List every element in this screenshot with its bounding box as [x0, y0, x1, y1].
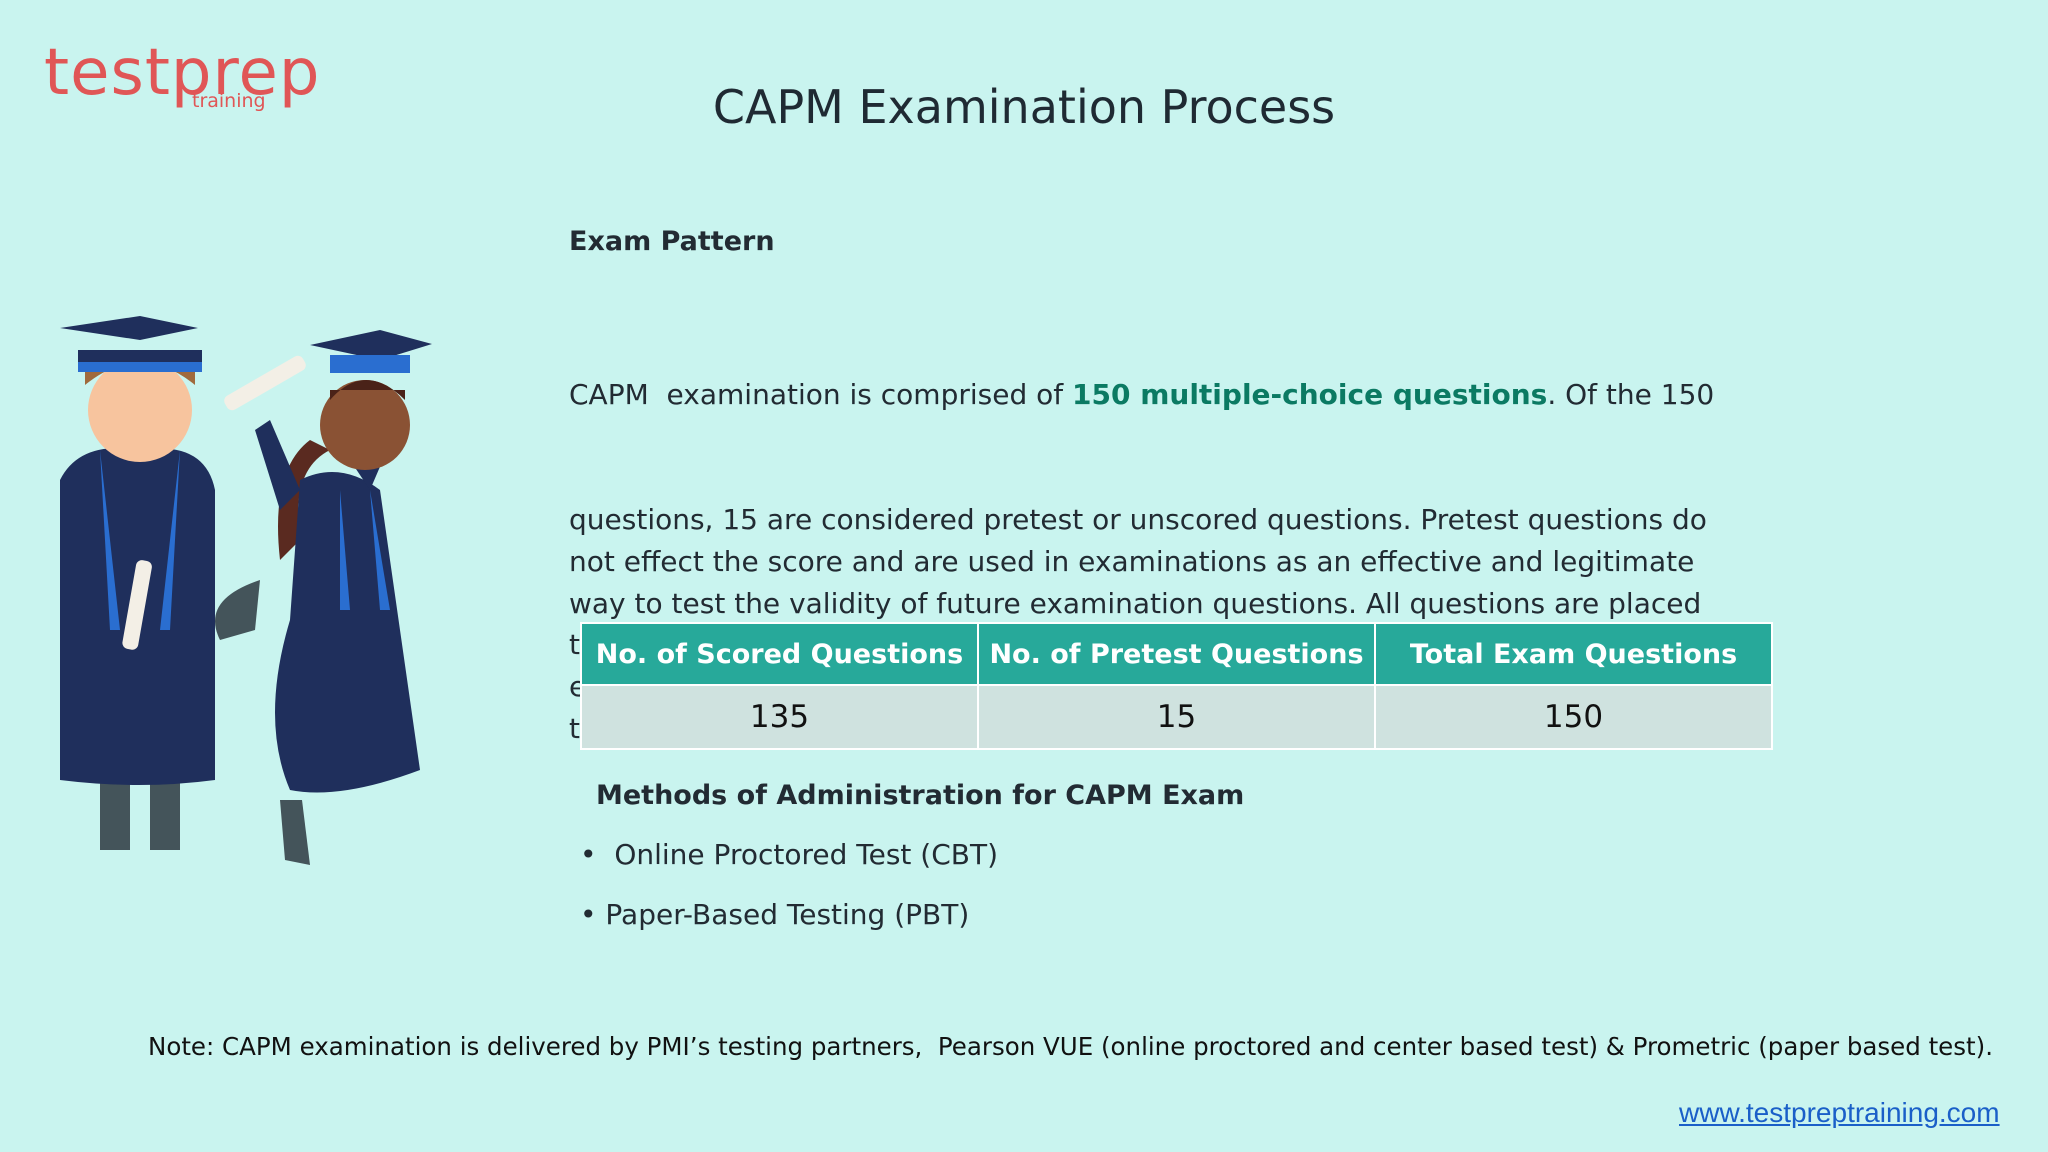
exam-table: No. of Scored Questions No. of Pretest Qu…	[580, 622, 1773, 750]
bullet-text: Online Proctored Test (CBT)	[614, 838, 999, 871]
paragraph-line: not effect the score and are used in exa…	[569, 544, 1695, 578]
note: Note: CAPM examination is delivered by P…	[148, 1032, 1993, 1061]
methods-heading: Methods of Administration for CAPM Exam	[596, 780, 1245, 811]
table-cell: 15	[977, 684, 1376, 750]
graduates-illustration	[60, 316, 432, 865]
header-cell: No. of Pretest Questions	[977, 622, 1376, 686]
bullet-text: Paper-Based Testing (PBT)	[605, 898, 970, 931]
table-cell: 150	[1374, 684, 1773, 750]
paragraph-line: CAPM examination is comprised of 150 mul…	[569, 374, 1714, 416]
table-row: 135 15 150	[580, 684, 1773, 750]
header-cell: No. of Scored Questions	[580, 622, 979, 686]
website-link[interactable]: www.testpreptraining.com	[1679, 1097, 2000, 1128]
table-cell: 135	[580, 684, 979, 750]
section-heading: Exam Pattern	[569, 226, 775, 257]
text: . Of the 150	[1547, 377, 1715, 411]
bullet: • Online Proctored Test (CBT)	[580, 838, 999, 871]
text: CAPM examination is comprised of	[569, 377, 1073, 411]
title: CAPM Examination Process	[712, 80, 1336, 134]
table-body: 135 15 150	[580, 684, 1773, 750]
highlight: 150 multiple-choice questions	[1072, 377, 1548, 411]
logo: testprep	[44, 36, 321, 110]
paragraph-line: way to test the validity of future exami…	[569, 586, 1702, 620]
header-row: No. of Scored Questions No. of Pretest Qu…	[580, 622, 1773, 686]
header-cell: Total Exam Questions	[1374, 622, 1773, 686]
bullet: • Paper-Based Testing (PBT)	[580, 898, 970, 931]
logo-sub: training	[192, 90, 266, 112]
paragraph-line: questions, 15 are considered pretest or …	[569, 502, 1707, 536]
